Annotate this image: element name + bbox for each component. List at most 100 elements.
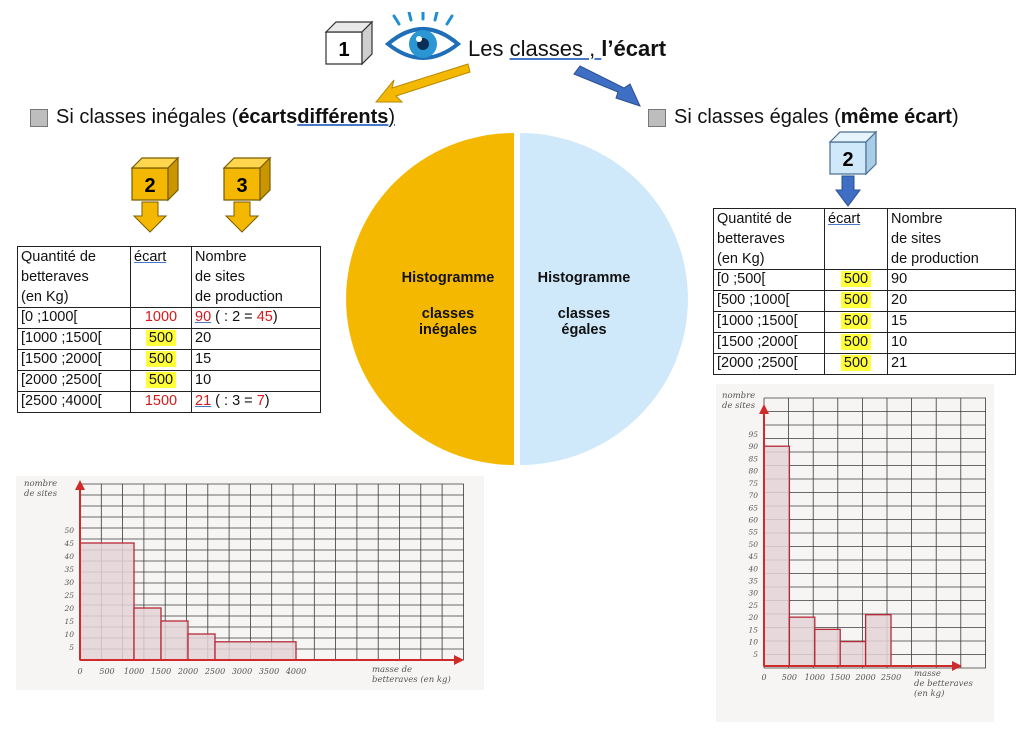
table-row: [1500 ;2000[ 500 10 [713, 332, 1016, 354]
page-title: Les classes , l’écart [468, 36, 667, 61]
x-tick-label: 1000 [124, 667, 144, 676]
histogram-equal: 0 500 1000 1500 2000 2500 5 10 15 20 25 30 35 40 45 50 5… [722, 391, 986, 699]
table-row: [1000 ;1500[ 500 20 [17, 328, 321, 350]
y-tick-label: 15 [748, 625, 758, 634]
histogram-bar [763, 445, 791, 667]
histogram-unequal-paper: 0 500 1000 1500 2000 2500 3000 3500 4000 5 10 15 20 2… [16, 476, 484, 690]
table-row: [2000 ;2500[ 500 10 [17, 370, 321, 392]
comparison-circle [346, 133, 688, 465]
histogram-bar [839, 640, 867, 667]
eye-icon [384, 12, 462, 60]
y-tick-label: 30 [64, 578, 74, 587]
table-row: [2000 ;2500[ 500 21 [713, 353, 1016, 375]
table-row: [2500 ;4000[ 1500 21 ( : 3 = 7) [17, 391, 321, 413]
x-tick-label: 1500 [151, 667, 171, 676]
y-tick-label: 95 [748, 430, 758, 439]
histogram-bar [133, 607, 162, 661]
x-axis-arrow-icon [952, 661, 962, 671]
step-3-cube: 3 [222, 156, 272, 233]
pie-half-equal [520, 133, 688, 465]
table-row: [0 ;1000[ 1000 90 ( : 2 = 45) [17, 307, 321, 329]
y-tick-label: 85 [748, 454, 758, 463]
table-equal-classes: Quantité de betteraves (en Kg) écart Nombr… [713, 208, 1016, 375]
table-row: [1000 ;1500[ 500 15 [713, 311, 1016, 333]
y-tick-label: 5 [753, 650, 758, 659]
x-tick-label: 4000 [285, 667, 306, 676]
y-tick-label: 25 [747, 601, 758, 610]
table-row: [500 ;1000[ 500 20 [713, 290, 1016, 312]
y-tick-label: 75 [748, 479, 758, 488]
header-ecart: écart [824, 208, 888, 270]
y-tick-label: 35 [64, 565, 74, 574]
step-3-number: 3 [236, 175, 247, 197]
step-2-cube-left: 2 [130, 156, 180, 233]
y-axis-arrow-icon [759, 404, 769, 414]
pie-label-unequal: Histogramme classes inégales [401, 270, 495, 338]
section-unequal-heading: Si classes inégales (écarts différents) [30, 106, 395, 129]
arrow-left-icon [374, 63, 471, 103]
y-tick-label: 55 [748, 528, 758, 537]
x-tick-label: 2500 [204, 667, 225, 676]
x-tick-label: 1000 [805, 673, 825, 682]
x-tick-label: 3500 [259, 667, 279, 676]
y-tick-label: 10 [748, 638, 758, 647]
y-axis-label: nombre de sites [722, 391, 756, 411]
step-2-number: 2 [144, 175, 155, 197]
header-ecart: écart [130, 246, 192, 308]
y-tick-label: 20 [747, 613, 758, 622]
y-tick-label: 80 [748, 467, 758, 476]
y-tick-label: 70 [748, 491, 758, 500]
histogram-bar [814, 628, 841, 667]
y-tick-label: 35 [748, 577, 758, 586]
x-tick-label: 2000 [177, 667, 198, 676]
x-tick-label: 1500 [830, 673, 850, 682]
histogram-equal-paper: 0 500 1000 1500 2000 2500 5 10 15 20 25 30 35 40 45 50 5… [716, 384, 994, 722]
y-tick-label: 40 [747, 564, 758, 573]
y-tick-label: 60 [748, 515, 758, 524]
x-axis-label: masse de betteraves (en kg) [914, 669, 973, 699]
x-tick-label: 500 [782, 673, 797, 682]
table-unequal-classes: Quantité de betteraves (en Kg) écart Nombr… [17, 246, 321, 413]
y-axis-label: nombre de sites [24, 479, 58, 499]
table-row: [1500 ;2000[ 500 15 [17, 349, 321, 371]
histogram-bar [214, 641, 297, 661]
y-tick-label: 15 [64, 617, 74, 626]
histogram-bar [788, 616, 816, 667]
arrow-right-icon [573, 65, 641, 107]
y-tick-label: 40 [63, 552, 74, 561]
histogram-unequal: 0 500 1000 1500 2000 2500 3000 3500 4000 5 10 15 20 2… [24, 479, 464, 685]
y-tick-label: 30 [748, 589, 758, 598]
y-tick-label: 25 [63, 591, 74, 600]
x-tick-label: 0 [77, 667, 82, 676]
x-tick-label: 2500 [880, 673, 901, 682]
section-equal-heading: Si classes égales (même écart) [648, 106, 959, 129]
histogram-bar [864, 614, 892, 667]
y-tick-label: 20 [63, 604, 74, 613]
header-nombre: Nombre de sites de production [887, 208, 1016, 270]
table-row: [0 ;500[ 500 90 [713, 269, 1016, 291]
step-2-cube-right: 2 [828, 130, 878, 207]
x-tick-label: 2000 [854, 673, 875, 682]
header-quantite: Quantité de betteraves (en Kg) [713, 208, 825, 270]
pie-label-equal: Histogramme classes égales [537, 270, 631, 338]
y-axis-arrow-icon [75, 480, 85, 490]
x-axis-label: masse de betteraves (en kg) [372, 665, 451, 685]
checkbox-square [648, 108, 666, 127]
y-tick-label: 65 [748, 503, 758, 512]
header-nombre: Nombre de sites de production [191, 246, 321, 308]
step-1-cube: 1 [324, 20, 374, 66]
y-tick-label: 50 [64, 526, 74, 535]
y-tick-label: 5 [69, 643, 74, 652]
step-1-number: 1 [338, 39, 349, 61]
checkbox-square [30, 108, 48, 127]
header-quantite: Quantité de betteraves (en Kg) [17, 246, 131, 308]
histogram-bar [79, 542, 135, 661]
histogram-bar [187, 633, 216, 661]
x-tick-label: 500 [99, 667, 114, 676]
y-tick-label: 50 [748, 540, 758, 549]
step-2-number: 2 [842, 149, 853, 171]
histogram-bar [160, 620, 189, 661]
pie-half-unequal [346, 133, 514, 465]
y-tick-label: 45 [63, 539, 74, 548]
x-tick-label: 0 [761, 673, 766, 682]
